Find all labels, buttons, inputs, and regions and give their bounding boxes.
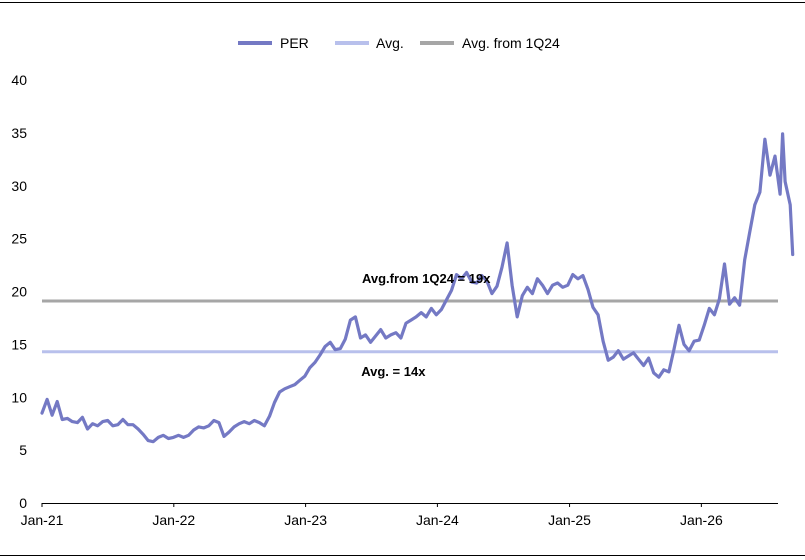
x-tick-label-Jan-22: Jan-22 xyxy=(152,512,195,528)
legend-item-per-label: PER xyxy=(280,35,309,51)
y-tick-label-10: 10 xyxy=(11,389,27,405)
y-tick-label-35: 35 xyxy=(11,125,27,141)
legend-item-avg-label: Avg. xyxy=(376,35,404,51)
y-tick-label-0: 0 xyxy=(19,495,27,511)
legend: PER Avg. Avg. from 1Q24 xyxy=(238,35,560,51)
series-layer xyxy=(40,132,795,444)
x-tick-label-Jan-23: Jan-23 xyxy=(284,512,327,528)
annotation-avg-from-1q24: Avg.from 1Q24 = 19x xyxy=(362,271,491,286)
y-tick-label-5: 5 xyxy=(19,442,27,458)
top-border-rule xyxy=(0,2,805,3)
per-series-line xyxy=(40,132,795,444)
reference-lines xyxy=(42,299,778,354)
y-tick-label-40: 40 xyxy=(11,72,27,88)
legend-item-avg-from-1q24-label: Avg. from 1Q24 xyxy=(462,35,560,51)
y-axis: 0 5 10 15 20 25 30 35 40 xyxy=(11,72,27,511)
bottom-border-rule xyxy=(0,555,805,556)
y-tick-label-25: 25 xyxy=(11,231,27,247)
annotation-avg: Avg. = 14x xyxy=(361,364,426,379)
y-tick-label-15: 15 xyxy=(11,336,27,352)
x-tick-label-Jan-21: Jan-21 xyxy=(21,512,64,528)
x-axis: Jan-21 Jan-22 Jan-23 Jan-24 Jan-25 Jan-26 xyxy=(21,503,778,528)
x-tick-label-Jan-26: Jan-26 xyxy=(680,512,723,528)
y-tick-label-30: 30 xyxy=(11,178,27,194)
x-tick-label-Jan-24: Jan-24 xyxy=(416,512,459,528)
annotations: Avg.from 1Q24 = 19x Avg. = 14x xyxy=(361,271,491,379)
y-tick-label-20: 20 xyxy=(11,284,27,300)
x-tick-label-Jan-25: Jan-25 xyxy=(548,512,591,528)
